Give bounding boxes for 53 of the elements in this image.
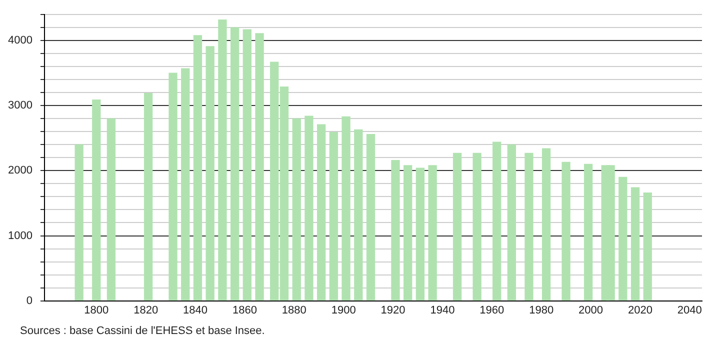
bar	[452, 152, 462, 301]
bar	[144, 92, 153, 301]
x-tick-label: 1940	[430, 304, 455, 316]
bar	[507, 144, 516, 301]
bar	[74, 144, 84, 301]
x-tick-label: 1840	[183, 304, 208, 316]
x-tick-label: 1980	[529, 304, 554, 316]
x-tick-label: 2040	[677, 304, 702, 316]
y-tick-label: 1000	[8, 230, 32, 242]
bar	[643, 192, 652, 301]
bar	[542, 148, 551, 301]
bar	[562, 162, 570, 301]
source-note: Sources : base Cassini de l'EHESS et base Insee.	[20, 325, 265, 337]
bar	[193, 35, 202, 301]
x-tick-label: 1920	[380, 304, 406, 316]
x-tick-label: 1800	[84, 304, 109, 316]
bar	[255, 33, 264, 301]
bar	[524, 152, 534, 301]
bar	[472, 152, 482, 301]
y-tick-label: 3000	[8, 100, 32, 112]
bar	[342, 116, 350, 301]
bar	[354, 129, 363, 301]
bar	[230, 27, 240, 301]
x-tick-label: 1820	[134, 304, 158, 316]
bar	[492, 142, 502, 301]
bar	[404, 165, 412, 301]
bar	[584, 164, 593, 301]
x-tick-label: 1880	[282, 304, 306, 316]
x-tick-label: 2020	[628, 304, 652, 316]
x-tick-label: 2000	[578, 304, 604, 316]
bar	[391, 160, 400, 301]
bar	[304, 116, 314, 301]
bar	[618, 176, 628, 301]
bar	[92, 99, 101, 301]
bar	[106, 118, 116, 301]
bar	[168, 72, 178, 301]
bar	[316, 124, 326, 301]
bar	[630, 187, 640, 301]
y-tick-label: 0	[26, 294, 32, 307]
bar	[292, 118, 301, 301]
x-tick-label: 1960	[480, 304, 504, 316]
y-tick-label: 4000	[8, 34, 32, 47]
bar	[242, 29, 252, 301]
bar	[428, 165, 437, 301]
bar	[181, 68, 190, 301]
bar	[329, 132, 338, 301]
bar	[366, 134, 376, 301]
bar	[206, 46, 214, 301]
bar	[218, 19, 227, 301]
x-tick-label: 1860	[232, 304, 257, 316]
x-tick-label: 1900	[331, 304, 356, 316]
y-tick-label: 2000	[8, 164, 32, 177]
bar	[416, 168, 425, 301]
